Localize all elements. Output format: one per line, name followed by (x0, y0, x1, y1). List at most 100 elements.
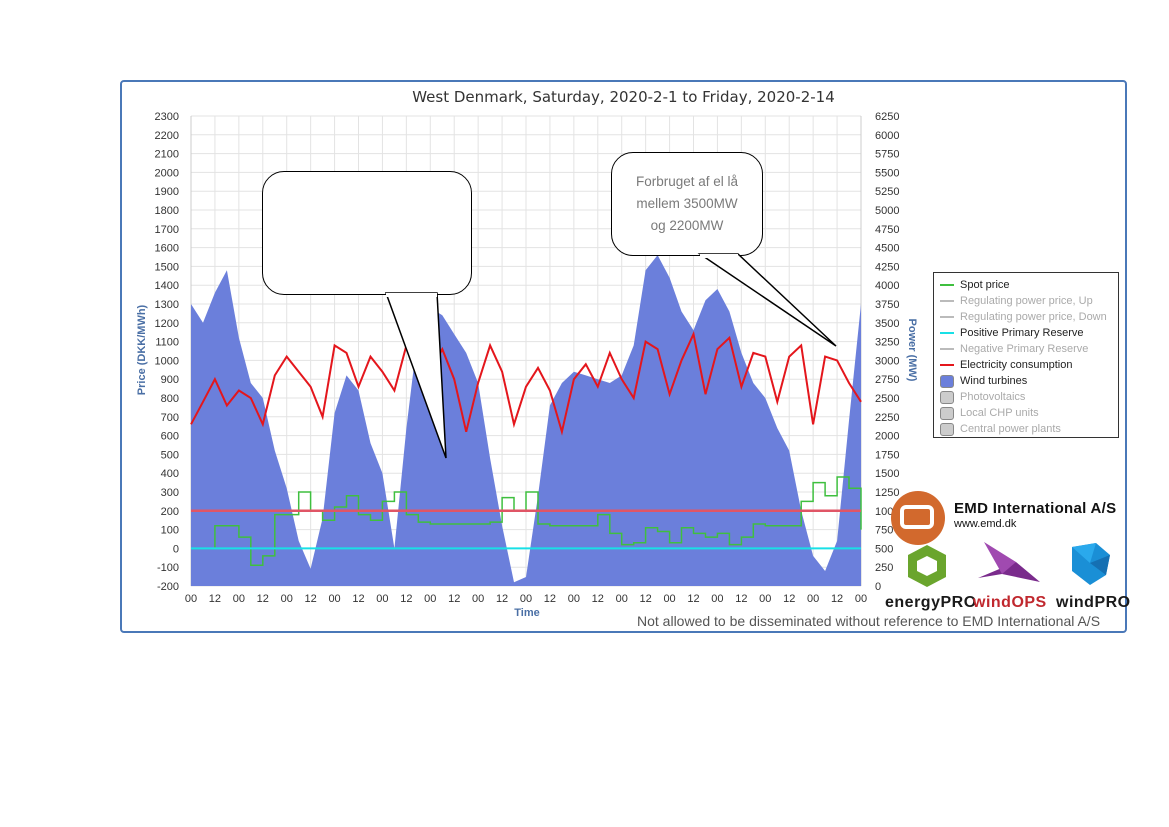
x-tick-label: 00 (185, 593, 197, 605)
y-left-tick-label: 700 (161, 412, 179, 424)
legend-item[interactable]: Spot price (940, 277, 1118, 293)
x-tick-label: 12 (448, 593, 460, 605)
x-tick-label: 12 (209, 593, 221, 605)
y-right-tick-label: 2750 (875, 374, 899, 386)
energypro-logo-icon (908, 545, 946, 587)
windops-logo-icon (978, 542, 1040, 582)
y-right-tick-label: 5750 (875, 149, 899, 161)
x-tick-label: 00 (328, 593, 340, 605)
y-left-tick-label: 900 (161, 374, 179, 386)
y-left-tick-label: 1800 (155, 205, 179, 217)
x-tick-label: 12 (257, 593, 269, 605)
y-left-tick-label: 1000 (155, 355, 179, 367)
y-axis-right-title: Power (MW) (906, 319, 918, 382)
y-right-tick-label: 1250 (875, 487, 899, 499)
y-right-tick-label: 2500 (875, 393, 899, 405)
y-left-tick-label: 2100 (155, 149, 179, 161)
legend-label: Central power plants (960, 423, 1061, 435)
x-tick-label: 00 (807, 593, 819, 605)
x-tick-label: 12 (305, 593, 317, 605)
company-name: EMD International A/S (954, 500, 1117, 517)
legend-label: Regulating power price, Up (960, 295, 1093, 307)
y-left-tick-label: 1700 (155, 224, 179, 236)
y-left-tick-label: 1300 (155, 299, 179, 311)
x-tick-label: 12 (352, 593, 364, 605)
empty-callout-box (262, 171, 472, 295)
x-tick-label: 00 (663, 593, 675, 605)
y-left-tick-label: 1600 (155, 243, 179, 255)
energypro-wordmark: energyPRO (885, 594, 977, 611)
legend-item[interactable]: Wind turbines (940, 373, 1118, 389)
legend-label: Positive Primary Reserve (960, 327, 1084, 339)
legend-item[interactable]: Central power plants (940, 421, 1118, 437)
legend-swatch (940, 364, 954, 366)
legend-swatch (940, 390, 954, 404)
windpro-logo-icon (1072, 543, 1110, 585)
y-right-tick-label: 6250 (875, 111, 899, 123)
x-tick-label: 12 (400, 593, 412, 605)
legend-swatch (940, 316, 954, 318)
x-tick-label: 00 (711, 593, 723, 605)
x-tick-label: 12 (640, 593, 652, 605)
y-right-tick-label: 3250 (875, 337, 899, 349)
y-right-tick-label: 4250 (875, 261, 899, 273)
legend-label: Spot price (960, 279, 1010, 291)
y-left-tick-label: -100 (157, 562, 179, 574)
x-tick-label: 12 (735, 593, 747, 605)
x-axis-title: Time (514, 607, 539, 619)
legend-label: Regulating power price, Down (960, 311, 1107, 323)
series-spot-price-line (191, 476, 862, 567)
legend-item[interactable]: Negative Primary Reserve (940, 341, 1118, 357)
company-url: www.emd.dk (954, 518, 1017, 530)
x-tick-label: 00 (281, 593, 293, 605)
x-tick-label: 00 (855, 593, 867, 605)
legend-swatch (940, 406, 954, 420)
y-left-tick-label: 1100 (155, 337, 179, 349)
y-axis-left-title: Price (DKK/MWh) (136, 304, 148, 395)
legend-item[interactable]: Local CHP units (940, 405, 1118, 421)
legend-swatch (940, 374, 954, 388)
legend-item[interactable]: Positive Primary Reserve (940, 325, 1118, 341)
legend-label: Photovoltaics (960, 391, 1026, 403)
x-tick-label: 00 (472, 593, 484, 605)
y-right-tick-label: 3000 (875, 355, 899, 367)
x-tick-label: 00 (233, 593, 245, 605)
y-right-tick-label: 250 (875, 562, 893, 574)
y-right-tick-label: 4750 (875, 224, 899, 236)
legend-label: Wind turbines (960, 375, 1028, 387)
x-tick-label: 12 (496, 593, 508, 605)
legend-label: Electricity consumption (960, 359, 1073, 371)
x-tick-label: 12 (783, 593, 795, 605)
y-right-tick-label: 4500 (875, 243, 899, 255)
y-left-tick-label: 800 (161, 393, 179, 405)
y-left-tick-label: 500 (161, 449, 179, 461)
y-right-tick-label: 5000 (875, 205, 899, 217)
y-right-tick-label: 3500 (875, 318, 899, 330)
legend-item[interactable]: Photovoltaics (940, 389, 1118, 405)
legend-swatch (940, 300, 954, 302)
y-right-tick-label: 750 (875, 525, 893, 537)
series-electricity-consumption-line (190, 330, 862, 436)
y-right-tick-label: 4000 (875, 280, 899, 292)
legend: Spot price Regulating power price, Up Regu… (933, 272, 1119, 438)
y-right-tick-label: 6000 (875, 130, 899, 142)
y-left-tick-label: -200 (157, 581, 179, 593)
x-tick-label: 00 (520, 593, 532, 605)
y-left-tick-label: 200 (161, 506, 179, 518)
y-left-tick-label: 2200 (155, 130, 179, 142)
legend-swatch (940, 284, 954, 286)
y-left-tick-label: 300 (161, 487, 179, 499)
emd-logo-icon (891, 491, 945, 545)
y-left-tick-label: 600 (161, 431, 179, 443)
series-layer (190, 255, 862, 586)
legend-item[interactable]: Regulating power price, Up (940, 293, 1118, 309)
legend-item[interactable]: Regulating power price, Down (940, 309, 1118, 325)
y-right-tick-label: 5500 (875, 167, 899, 179)
annotation-callout: Forbruget af el lå mellem 3500MW og 2200… (611, 152, 763, 256)
y-right-tick-label: 2250 (875, 412, 899, 424)
legend-item[interactable]: Electricity consumption (940, 357, 1118, 373)
y-right-tick-label: 500 (875, 543, 893, 555)
x-tick-label: 00 (616, 593, 628, 605)
x-tick-label: 00 (568, 593, 580, 605)
y-right-tick-label: 1500 (875, 468, 899, 480)
